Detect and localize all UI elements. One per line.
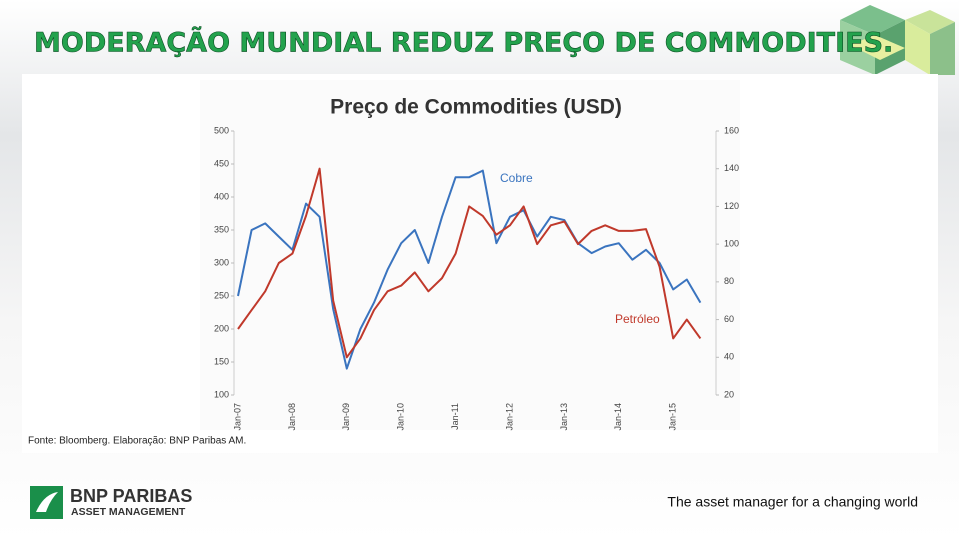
series-label: Petróleo	[615, 312, 660, 326]
x-tick-label: Jan-12	[504, 403, 514, 431]
chart-area	[200, 80, 740, 430]
chart-title: Preço de Commodities (USD)	[330, 96, 622, 119]
x-tick-label: Jan-07	[232, 403, 242, 431]
logo-division: ASSET MANAGEMENT	[71, 506, 186, 518]
y2-tick-label: 120	[724, 201, 739, 211]
y-tick-label: 150	[214, 356, 229, 366]
series-label: Cobre	[500, 171, 533, 185]
y2-tick-label: 140	[724, 163, 739, 173]
x-tick-label: Jan-13	[559, 403, 569, 431]
x-tick-label: Jan-08	[287, 403, 297, 431]
y-tick-label: 350	[214, 224, 229, 234]
logo-brand: BNP PARIBAS	[70, 486, 192, 506]
logo: BNP PARIBAS ASSET MANAGEMENT	[30, 486, 192, 519]
y2-tick-label: 20	[724, 389, 734, 399]
y-tick-label: 400	[214, 191, 229, 201]
series-line	[237, 169, 702, 370]
decor-cubes	[840, 5, 955, 75]
y-tick-label: 500	[214, 125, 229, 135]
x-tick-label: Jan-11	[450, 403, 460, 430]
y-tick-label: 200	[214, 323, 229, 333]
y2-tick-label: 40	[724, 352, 734, 362]
logo-bird	[36, 492, 58, 512]
x-tick-label: Jan-09	[341, 403, 351, 431]
y-tick-label: 300	[214, 257, 229, 267]
x-tick-label: Jan-15	[668, 403, 678, 431]
y2-tick-label: 80	[724, 276, 734, 286]
y2-tick-label: 160	[724, 125, 739, 135]
y2-tick-label: 60	[724, 314, 734, 324]
tagline: The asset manager for a changing world	[667, 494, 918, 510]
y2-tick-label: 100	[724, 239, 739, 249]
slide-title: MODERAÇÃO MUNDIAL REDUZ PREÇO DE COMMODI…	[34, 27, 893, 59]
series-line	[237, 167, 702, 359]
source-note: Fonte: Bloomberg. Elaboração: BNP Pariba…	[28, 436, 246, 447]
x-tick-label: Jan-14	[613, 403, 623, 431]
y-tick-label: 450	[214, 158, 229, 168]
x-tick-label: Jan-10	[396, 403, 406, 431]
y-tick-label: 250	[214, 290, 229, 300]
y-tick-label: 100	[214, 389, 229, 399]
